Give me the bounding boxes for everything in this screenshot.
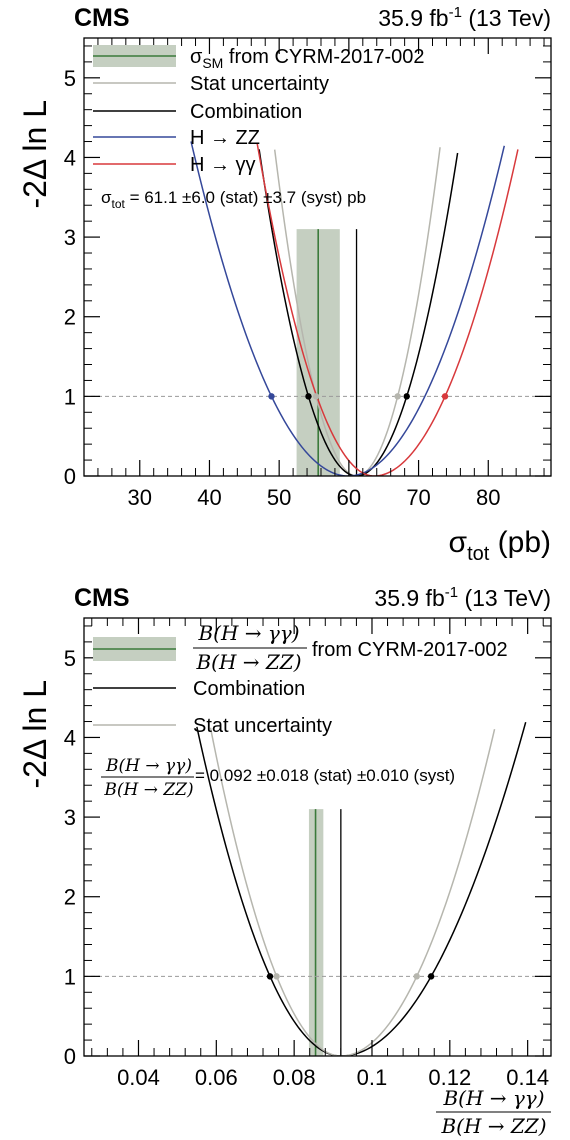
series-marker-stat: [413, 973, 420, 980]
x-tick-label: 70: [406, 485, 430, 510]
y-tick-label: 4: [64, 725, 76, 750]
plot-frame: [83, 37, 552, 477]
x-tick-label: 50: [267, 485, 291, 510]
x-axis-label: σtot (pb): [449, 526, 551, 565]
x-tick-label: 0.14: [506, 1065, 549, 1090]
legend-label-combination: Combination: [190, 101, 302, 123]
legend-sm-rest: from CYRM-2017-002: [312, 639, 508, 661]
series-marker-gg: [441, 393, 449, 400]
y-axis-label: -2Δ ln L: [17, 680, 53, 789]
chart-panel-1: 0 1 2 3 4 5 30 40 50 60 70 80 CMS 35.9 fb-1 (13 Tev) -…: [17, 4, 552, 565]
x-tick-label: 0.1: [357, 1065, 388, 1090]
series-curve-gg: [256, 143, 519, 476]
result-frac-den: B(H → ZZ): [103, 780, 193, 800]
y-tick-label: 2: [64, 305, 76, 330]
series-marker-combination: [305, 393, 312, 400]
plot-frame: [83, 617, 552, 1057]
cms-label: CMS: [74, 4, 130, 32]
x-tick-label: 0.08: [273, 1065, 316, 1090]
plot-area: [84, 721, 551, 1056]
legend-sm-label: σSM from CYRM-2017-002: [190, 46, 425, 71]
x-tick-label: 0.04: [117, 1065, 160, 1090]
plot-area: [84, 141, 551, 476]
cms-label: CMS: [74, 584, 130, 612]
result-frac-num: B(H → γγ): [105, 756, 192, 776]
legend-frac-den: B(H → ZZ): [195, 650, 301, 674]
series-marker-combination: [266, 973, 274, 980]
y-tick-label: 0: [64, 464, 76, 489]
legend-label-stat: Stat uncertainty: [190, 73, 329, 95]
series-marker-stat: [394, 393, 401, 400]
legend-label-zz: H → ZZ: [190, 127, 260, 149]
lumi-label: 35.9 fb-1 (13 TeV): [374, 584, 551, 611]
x-tick-label: 80: [476, 485, 500, 510]
legend-label-combination: Combination: [193, 678, 305, 700]
legend-frac-num: B(H → γγ): [197, 621, 299, 645]
y-tick-label: 1: [64, 384, 76, 409]
result-annotation: = 0.092 ±0.018 (stat) ±0.010 (syst): [195, 766, 455, 785]
series-curve-stat: [209, 727, 496, 1056]
y-tick-label: 5: [64, 66, 76, 91]
y-tick-label: 4: [64, 145, 76, 170]
series-curve-combination: [196, 721, 527, 1056]
x-tick-label: 0.06: [195, 1065, 238, 1090]
series-marker-zz: [268, 393, 275, 400]
legend-label-stat: Stat uncertainty: [193, 715, 332, 737]
series-marker-stat: [273, 973, 280, 980]
y-tick-label: 5: [64, 646, 76, 671]
x-tick-label: 30: [128, 485, 152, 510]
x-tick-label: 0.12: [428, 1065, 471, 1090]
x-axis-label-num: B(H → γγ): [442, 1086, 544, 1110]
x-tick-label: 60: [337, 485, 361, 510]
x-tick-label: 40: [197, 485, 221, 510]
y-tick-label: 3: [64, 805, 76, 830]
y-tick-label: 2: [64, 885, 76, 910]
y-axis-label: -2Δ ln L: [17, 100, 53, 209]
series-marker-stat: [312, 393, 320, 400]
chart-panel-2: 0 1 2 3 4 5 0.04 0.06 0.08 0.1 0.12 0.14 CMS 35.9 fb-…: [17, 584, 552, 1138]
series-marker-combination: [403, 393, 410, 400]
lumi-label: 35.9 fb-1 (13 Tev): [378, 4, 551, 31]
y-tick-label: 1: [64, 964, 76, 989]
x-axis-label-den: B(H → ZZ): [440, 1114, 546, 1138]
legend-label-gg: H → γγ: [190, 154, 256, 176]
y-tick-label: 3: [64, 225, 76, 250]
series-marker-combination: [427, 973, 435, 980]
result-annotation: σtot = 61.1 ±6.0 (stat) ±3.7 (syst) pb: [101, 188, 366, 211]
y-tick-label: 0: [64, 1044, 76, 1069]
legend: B(H → γγ) B(H → ZZ) from CYRM-2017-002 Com…: [93, 621, 508, 737]
